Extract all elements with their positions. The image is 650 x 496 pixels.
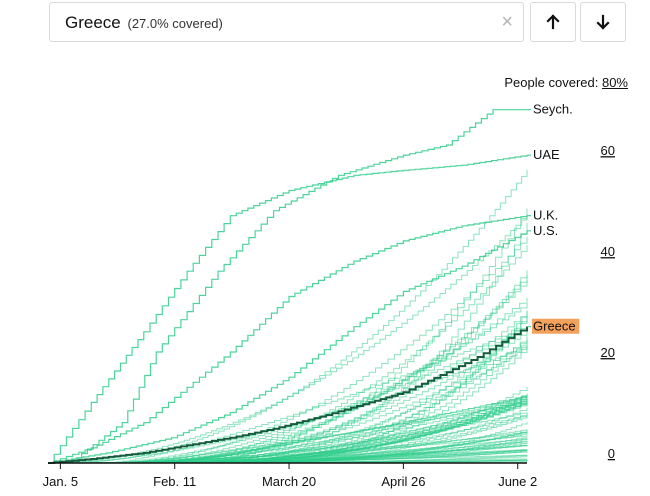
background-country-line xyxy=(119,401,528,464)
x-tick-label: Feb. 11 xyxy=(153,474,196,489)
background-country-line xyxy=(59,169,528,464)
series-line-u-k- xyxy=(48,215,528,464)
series-line-uae xyxy=(48,155,528,464)
background-country-line xyxy=(107,311,528,464)
series-label-u-s-: U.S. xyxy=(533,223,558,238)
series-label-greece: Greece xyxy=(533,319,576,334)
y-tick-label: 60 xyxy=(601,143,615,158)
series-line-u-s- xyxy=(48,230,528,464)
y-tick-label: 0 xyxy=(608,446,615,461)
country-search-box[interactable]: Greece (27.0% covered) × xyxy=(49,2,524,42)
series-labels: Seych. UAE U.K.U.S. Greece xyxy=(527,102,580,334)
chart-axes: Jan. 5 Feb. 11 March 20 April 26 June 2 0 20 40… xyxy=(43,143,615,489)
arrow-down-icon xyxy=(596,14,610,30)
background-country-line xyxy=(144,245,528,464)
y-tick-label: 20 xyxy=(601,345,615,360)
x-tick-label: April 26 xyxy=(381,474,425,489)
background-country-lines xyxy=(48,169,528,464)
background-country-line xyxy=(110,236,528,464)
people-covered-text: People covered: xyxy=(504,75,599,90)
x-tick-label: March 20 xyxy=(262,474,316,489)
series-label-seych-: Seych. xyxy=(533,102,573,117)
clear-search-button[interactable]: × xyxy=(501,11,513,33)
named-country-lines xyxy=(48,109,528,464)
highlight-label-background xyxy=(532,318,580,334)
coverage-percent-text: (27.0% covered) xyxy=(127,16,223,31)
people-covered-max-value: 80% xyxy=(601,75,628,90)
previous-country-button[interactable] xyxy=(530,2,576,42)
series-label-uae: UAE xyxy=(533,147,560,162)
people-covered-label: People covered: 80% xyxy=(504,75,628,90)
background-country-line xyxy=(139,395,528,464)
selected-country-name: Greece xyxy=(65,13,121,32)
series-label-u-k-: U.K. xyxy=(533,208,558,223)
y-tick-label: 40 xyxy=(601,244,615,259)
series-line-greece xyxy=(48,326,528,464)
selected-country: Greece (27.0% covered) xyxy=(65,13,223,33)
arrow-up-icon xyxy=(546,14,560,30)
series-line-seych- xyxy=(75,109,527,459)
x-tick-label: Jan. 5 xyxy=(43,474,78,489)
next-country-button[interactable] xyxy=(580,2,626,42)
x-tick-label: June 2 xyxy=(498,474,537,489)
